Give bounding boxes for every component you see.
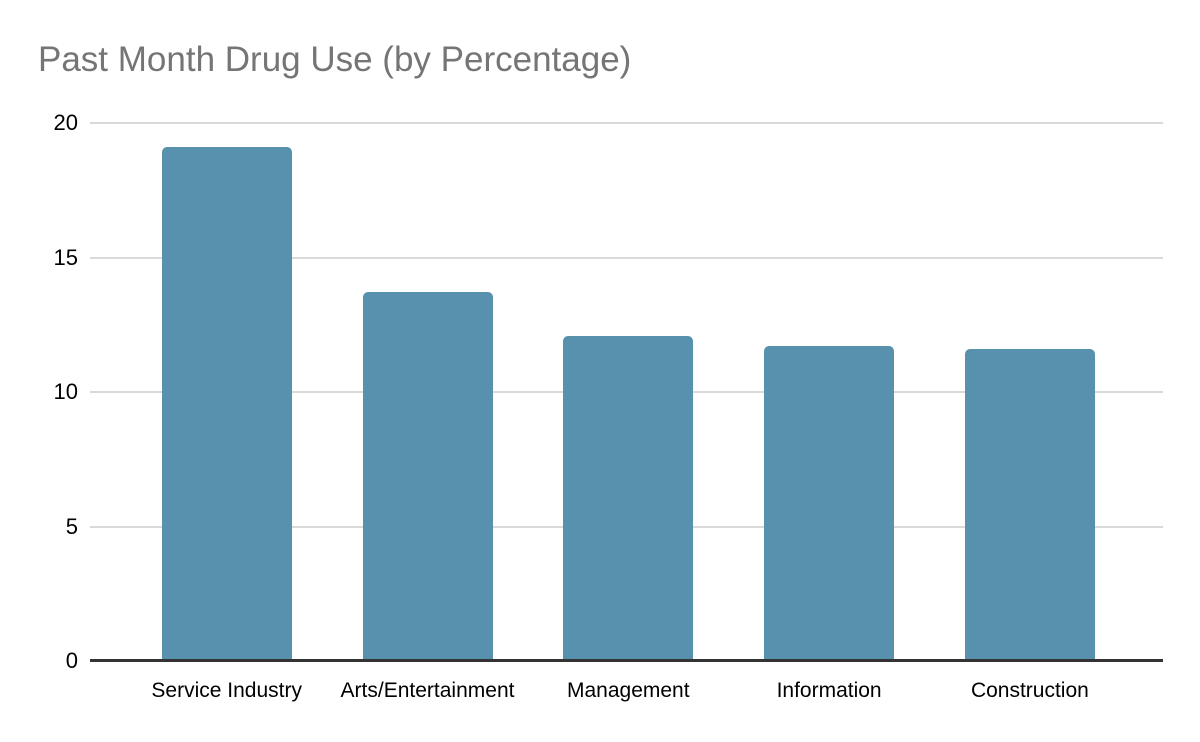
- bar-information: [764, 346, 895, 661]
- x-tick-label-service-industry: Service Industry: [151, 679, 302, 702]
- x-axis-line: [90, 659, 1163, 662]
- gridline-20: [90, 122, 1163, 124]
- y-tick-label-0: 0: [65, 648, 78, 673]
- chart-title: Past Month Drug Use (by Percentage): [38, 40, 632, 79]
- x-tick-label-management: Management: [567, 679, 690, 702]
- plot-area: [90, 122, 1163, 662]
- y-tick-label-5: 5: [65, 513, 78, 539]
- bar-service-industry: [161, 147, 292, 661]
- bar-construction: [964, 348, 1095, 661]
- x-tick-label-arts-entertainment: Arts/Entertainment: [340, 679, 515, 702]
- gridline-15: [90, 256, 1163, 259]
- bar-management: [563, 335, 694, 661]
- y-tick-label-15: 15: [53, 244, 78, 270]
- x-tick-label-information: Information: [776, 679, 882, 702]
- x-tick-label-construction: Construction: [970, 679, 1089, 702]
- bar-arts-entertainment: [362, 292, 493, 661]
- y-tick-label-20: 20: [53, 110, 78, 135]
- y-tick-label-10: 10: [53, 379, 78, 404]
